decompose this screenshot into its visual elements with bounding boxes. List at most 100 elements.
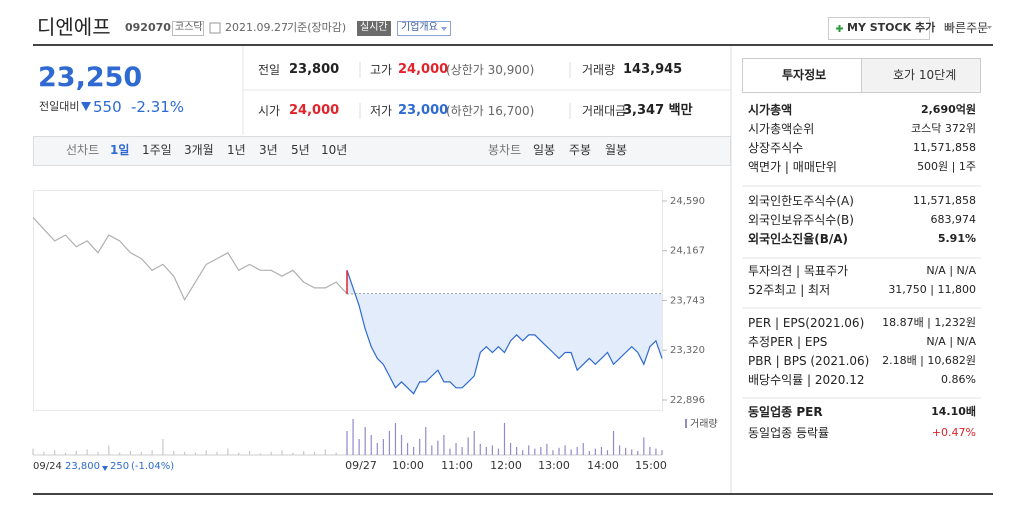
period-tab[interactable]: 3년 bbox=[259, 143, 278, 157]
x-tick-label: 11:00 bbox=[441, 459, 473, 472]
x-tick-label: 09/27 bbox=[345, 459, 377, 472]
y-tick-label: 23,320 bbox=[670, 345, 705, 356]
volume-bar bbox=[455, 443, 457, 455]
y-tick-label: 24,590 bbox=[670, 196, 705, 207]
volume-bar bbox=[324, 449, 326, 455]
volume-bar bbox=[509, 443, 512, 455]
volume-bar bbox=[129, 451, 132, 455]
volume-bar bbox=[643, 437, 645, 455]
volume-bar bbox=[64, 452, 67, 455]
volume-bar bbox=[570, 449, 572, 455]
volume-bar bbox=[370, 435, 372, 455]
summary-label: 거래대금 bbox=[582, 104, 627, 118]
volume-bar bbox=[183, 451, 186, 455]
summary-note: (하한가 16,700) bbox=[446, 104, 535, 118]
volume-bar bbox=[600, 447, 603, 455]
footer-date: 09/24 bbox=[33, 461, 62, 472]
side-label: PER | EPS(2021.06) bbox=[748, 316, 865, 330]
area bbox=[347, 270, 662, 394]
dropdown-icon bbox=[987, 26, 992, 29]
volume-bar bbox=[352, 419, 354, 455]
y-tick-label: 22,896 bbox=[670, 395, 705, 406]
volume-bar bbox=[97, 451, 99, 455]
volume-bar bbox=[419, 439, 421, 455]
summary-label: 저가 bbox=[370, 104, 393, 118]
side-label: 상장주식수 bbox=[748, 141, 804, 155]
volume-bar bbox=[473, 431, 475, 455]
company-button[interactable] bbox=[397, 21, 451, 36]
side-label: 액면가 | 매매단위 bbox=[748, 160, 837, 174]
period-tab[interactable]: 5년 bbox=[291, 143, 310, 157]
side-value: N/A | N/A bbox=[926, 264, 976, 277]
side-label: PBR | BPS (2021.06) bbox=[748, 354, 870, 368]
summary-value: 23,000 bbox=[398, 103, 449, 118]
volume-bar bbox=[303, 451, 305, 455]
x-tick-label: 10:00 bbox=[392, 459, 424, 472]
volume-bar bbox=[449, 448, 451, 455]
volume-bar bbox=[637, 451, 639, 455]
volume-bar bbox=[216, 451, 218, 455]
volume-bar bbox=[173, 451, 175, 455]
period-tab[interactable]: 1주일 bbox=[142, 143, 172, 157]
side-tab[interactable]: 호가 10단계 bbox=[893, 68, 957, 82]
company[interactable]: 기업개요 bbox=[401, 22, 438, 33]
summary-label: 거래량 bbox=[582, 63, 616, 77]
volume-bar bbox=[516, 447, 518, 455]
volume-bar bbox=[119, 452, 121, 455]
volume-bar bbox=[485, 447, 487, 455]
side-label: 시가총액순위 bbox=[748, 122, 815, 136]
plus-icon bbox=[836, 25, 843, 32]
period-tab[interactable]: 3개월 bbox=[184, 143, 214, 157]
change-rate: -2.31% bbox=[131, 98, 185, 116]
volume-bar bbox=[313, 451, 316, 455]
quick-order[interactable]: 빠른주문 bbox=[944, 21, 989, 35]
side-label: 시가총액 bbox=[748, 103, 793, 117]
volume-bar bbox=[564, 445, 566, 455]
volume-bar bbox=[400, 435, 403, 455]
volume-bar bbox=[491, 445, 493, 455]
x-tick-label: 14:00 bbox=[587, 459, 619, 472]
side-value: 500원 | 1주 bbox=[917, 160, 976, 173]
side-tab[interactable]: 투자정보 bbox=[782, 68, 827, 82]
date: 2021.09.27 bbox=[225, 21, 288, 34]
side-value: 2,690억원 bbox=[920, 103, 976, 116]
volume-bar bbox=[534, 448, 536, 455]
volume-bar bbox=[612, 431, 615, 455]
mystock[interactable]: MY STOCK 추가 bbox=[847, 21, 936, 34]
volume-bar bbox=[376, 443, 378, 455]
volume-bar bbox=[546, 443, 548, 455]
volume-bar bbox=[479, 443, 481, 455]
y-tick-label: 23,743 bbox=[670, 296, 705, 307]
side-label: 외국인소진율(B/A) bbox=[748, 232, 849, 246]
candle-tab[interactable]: 주봉 bbox=[569, 143, 592, 157]
side-value: N/A | N/A bbox=[926, 335, 976, 348]
volume-bar bbox=[140, 451, 142, 455]
period-tab[interactable]: 1일 bbox=[110, 143, 130, 157]
candle-tab[interactable]: 일봉 bbox=[533, 143, 556, 157]
volume-bar bbox=[576, 447, 578, 455]
volume-bar bbox=[75, 451, 77, 455]
volume-bar bbox=[364, 427, 366, 455]
change: 550 bbox=[93, 98, 122, 116]
volume-bar bbox=[467, 437, 469, 455]
x-tick-label: 12:00 bbox=[490, 459, 522, 472]
side-value: 683,974 bbox=[930, 213, 977, 226]
side-value: 0.86% bbox=[941, 373, 976, 386]
volume-bar bbox=[528, 445, 530, 455]
mystock-button[interactable] bbox=[828, 17, 930, 40]
dropdown-icon bbox=[441, 27, 447, 31]
volume-bar bbox=[437, 440, 439, 455]
summary-label: 전일 bbox=[258, 63, 281, 77]
period-tab[interactable]: 10년 bbox=[321, 143, 348, 157]
volume-bar bbox=[461, 447, 463, 455]
volume-label: 거래량 bbox=[690, 418, 718, 430]
summary-label: 시가 bbox=[258, 104, 281, 118]
volume-bar bbox=[649, 447, 651, 455]
volume-bar bbox=[631, 449, 633, 455]
candle-tab[interactable]: 월봉 bbox=[605, 143, 628, 157]
side-label: 외국인한도주식수(A) bbox=[748, 194, 854, 208]
summary-value: 3,347 백만 bbox=[623, 103, 693, 118]
period-tab[interactable]: 1년 bbox=[227, 143, 246, 157]
summary-label: 고가 bbox=[370, 63, 393, 77]
